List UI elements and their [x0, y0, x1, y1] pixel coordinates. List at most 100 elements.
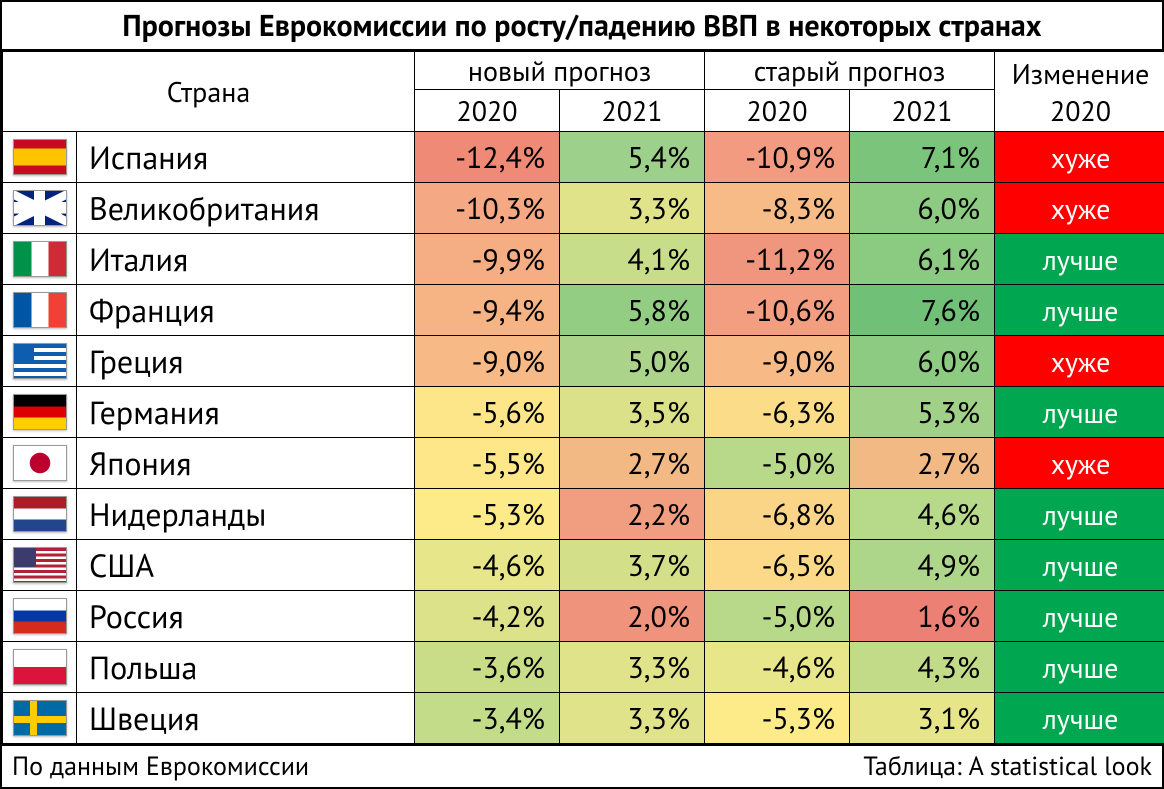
- value-new-2020: -12,4%: [415, 132, 560, 183]
- table-row: Швеция-3,4%3,3%-5,3%3,1%лучше: [3, 693, 1164, 744]
- change-cell: хуже: [995, 438, 1164, 489]
- data-table: Страна новый прогноз старый прогноз Изме…: [2, 51, 1164, 744]
- change-cell: хуже: [995, 183, 1164, 234]
- country-name: США: [77, 540, 415, 591]
- value-old-2021: 2,7%: [850, 438, 995, 489]
- value-new-2020: -4,6%: [415, 540, 560, 591]
- table-title: Прогнозы Еврокомиссии по росту/падению В…: [2, 2, 1162, 51]
- value-new-2021: 5,0%: [560, 336, 705, 387]
- table-row: Япония-5,5%2,7%-5,0%2,7%хуже: [3, 438, 1164, 489]
- value-new-2020: -3,6%: [415, 642, 560, 693]
- hdr-country: Страна: [3, 52, 415, 132]
- value-old-2020: -10,6%: [705, 285, 850, 336]
- change-cell: лучше: [995, 234, 1164, 285]
- flag-icon: [13, 394, 67, 430]
- value-old-2020: -9,0%: [705, 336, 850, 387]
- value-old-2021: 1,6%: [850, 591, 995, 642]
- value-new-2021: 2,0%: [560, 591, 705, 642]
- value-old-2021: 4,9%: [850, 540, 995, 591]
- value-old-2021: 6,1%: [850, 234, 995, 285]
- country-name: Греция: [77, 336, 415, 387]
- flag-cell: [3, 693, 77, 744]
- flag-icon: [13, 190, 67, 226]
- table-row: Италия-9,9%4,1%-11,2%6,1%лучше: [3, 234, 1164, 285]
- value-old-2021: 5,3%: [850, 387, 995, 438]
- flag-cell: [3, 183, 77, 234]
- flag-cell: [3, 234, 77, 285]
- value-old-2020: -5,0%: [705, 438, 850, 489]
- flag-cell: [3, 336, 77, 387]
- table-row: Россия-4,2%2,0%-5,0%1,6%лучше: [3, 591, 1164, 642]
- value-new-2021: 3,3%: [560, 183, 705, 234]
- country-name: Франция: [77, 285, 415, 336]
- flag-icon: [13, 241, 67, 277]
- table-row: Нидерланды-5,3%2,2%-6,8%4,6%лучше: [3, 489, 1164, 540]
- value-new-2020: -9,4%: [415, 285, 560, 336]
- change-cell: лучше: [995, 387, 1164, 438]
- value-new-2021: 5,4%: [560, 132, 705, 183]
- value-old-2021: 4,3%: [850, 642, 995, 693]
- footer-credit: Таблица: A statistical look: [863, 750, 1152, 783]
- value-old-2020: -8,3%: [705, 183, 850, 234]
- flag-icon: [13, 343, 67, 379]
- footer-source: По данным Еврокомиссии: [12, 750, 309, 783]
- flag-icon: [13, 496, 67, 532]
- flag-icon: [13, 547, 67, 583]
- value-new-2021: 2,2%: [560, 489, 705, 540]
- change-cell: лучше: [995, 489, 1164, 540]
- country-name: Россия: [77, 591, 415, 642]
- value-old-2020: -6,3%: [705, 387, 850, 438]
- table-row: Великобритания-10,3%3,3%-8,3%6,0%хуже: [3, 183, 1164, 234]
- country-name: Испания: [77, 132, 415, 183]
- table-row: Испания-12,4%5,4%-10,9%7,1%хуже: [3, 132, 1164, 183]
- value-old-2021: 7,1%: [850, 132, 995, 183]
- hdr-change: Изменение 2020: [995, 52, 1164, 132]
- value-new-2021: 3,3%: [560, 642, 705, 693]
- flag-cell: [3, 438, 77, 489]
- value-new-2021: 3,5%: [560, 387, 705, 438]
- value-old-2021: 6,0%: [850, 336, 995, 387]
- value-new-2021: 3,3%: [560, 693, 705, 744]
- change-cell: лучше: [995, 591, 1164, 642]
- value-old-2021: 4,6%: [850, 489, 995, 540]
- value-new-2021: 3,7%: [560, 540, 705, 591]
- change-cell: лучше: [995, 285, 1164, 336]
- hdr-new-2021: 2021: [560, 90, 705, 132]
- flag-icon: [13, 700, 67, 736]
- country-name: Швеция: [77, 693, 415, 744]
- value-new-2020: -9,9%: [415, 234, 560, 285]
- value-old-2020: -6,8%: [705, 489, 850, 540]
- value-old-2021: 7,6%: [850, 285, 995, 336]
- flag-cell: [3, 387, 77, 438]
- value-old-2020: -5,3%: [705, 693, 850, 744]
- flag-cell: [3, 132, 77, 183]
- country-name: Италия: [77, 234, 415, 285]
- value-old-2020: -4,6%: [705, 642, 850, 693]
- change-cell: хуже: [995, 132, 1164, 183]
- value-old-2020: -6,5%: [705, 540, 850, 591]
- value-new-2021: 4,1%: [560, 234, 705, 285]
- flag-cell: [3, 540, 77, 591]
- country-name: Польша: [77, 642, 415, 693]
- table-row: США-4,6%3,7%-6,5%4,9%лучше: [3, 540, 1164, 591]
- value-new-2021: 5,8%: [560, 285, 705, 336]
- hdr-new-2020: 2020: [415, 90, 560, 132]
- table-row: Франция-9,4%5,8%-10,6%7,6%лучше: [3, 285, 1164, 336]
- country-name: Германия: [77, 387, 415, 438]
- table-row: Германия-5,6%3,5%-6,3%5,3%лучше: [3, 387, 1164, 438]
- value-old-2020: -11,2%: [705, 234, 850, 285]
- value-new-2020: -10,3%: [415, 183, 560, 234]
- change-cell: хуже: [995, 336, 1164, 387]
- hdr-new-forecast: новый прогноз: [415, 52, 705, 90]
- change-cell: лучше: [995, 642, 1164, 693]
- flag-icon: [13, 139, 67, 175]
- table-row: Польша-3,6%3,3%-4,6%4,3%лучше: [3, 642, 1164, 693]
- hdr-old-2020: 2020: [705, 90, 850, 132]
- change-cell: лучше: [995, 693, 1164, 744]
- flag-cell: [3, 591, 77, 642]
- flag-icon: [13, 649, 67, 685]
- flag-cell: [3, 285, 77, 336]
- country-name: Нидерланды: [77, 489, 415, 540]
- value-old-2020: -5,0%: [705, 591, 850, 642]
- value-old-2020: -10,9%: [705, 132, 850, 183]
